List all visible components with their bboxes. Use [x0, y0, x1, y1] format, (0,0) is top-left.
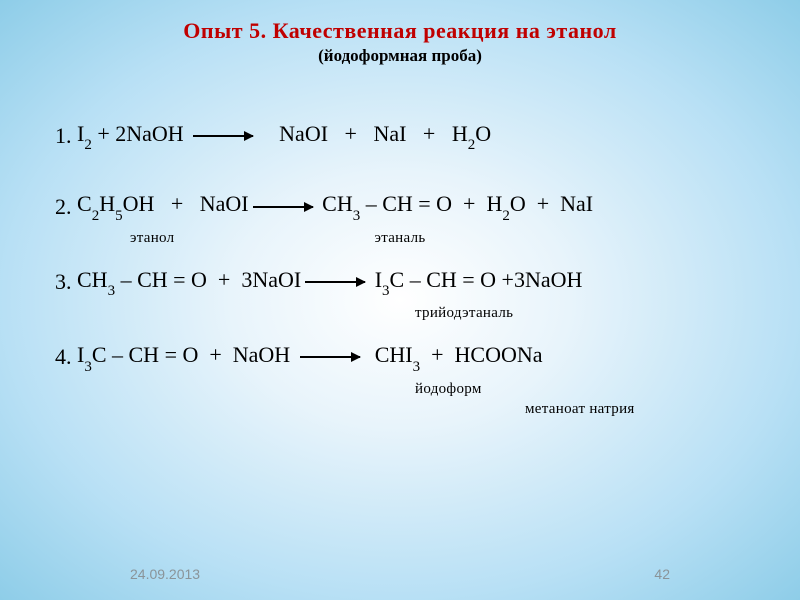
arrow-icon	[253, 206, 313, 208]
eq-number: 3.	[55, 269, 72, 295]
eq-number: 2.	[55, 194, 72, 220]
equations-list: 1. I2 + 2NaOH NaOI + NaI + H2O 2. C2H5OH…	[0, 66, 800, 418]
main-title: Опыт 5. Качественная реакция на этанол	[0, 18, 800, 44]
eq-right: NaOI + NaI + H2O	[257, 121, 491, 151]
equation-4: 4. I3C – CH = O + NaOH CHI3 + HCOONa	[55, 342, 800, 372]
annotation-row-3: трийодэтаналь	[55, 305, 800, 322]
eq-right: CH3 – CH = O + H2O + NaI	[317, 191, 594, 221]
subtitle: (йодоформная проба)	[0, 46, 800, 66]
arrow-icon	[300, 356, 360, 358]
annotation-iodoform: йодоформ	[415, 381, 482, 398]
annotation-row-4b: метаноат натрия	[55, 401, 800, 418]
eq-right: CHI3 + HCOONa	[364, 342, 543, 372]
footer-page: 42	[654, 566, 670, 582]
annotation-row-2: этанол этаналь	[55, 230, 800, 247]
eq-left: CH3 – CH = O + 3NaOI	[72, 267, 302, 297]
annotation-metanoat: метаноат натрия	[525, 401, 635, 418]
equation-1: 1. I2 + 2NaOH NaOI + NaI + H2O	[55, 121, 800, 151]
eq-number: 1.	[55, 123, 72, 149]
annotation-ethanol: этанол	[130, 230, 174, 247]
arrow-icon	[305, 281, 365, 283]
annotation-ethanal: этаналь	[374, 230, 425, 247]
eq-left: I3C – CH = O + NaOH	[72, 342, 296, 372]
title-section: Опыт 5. Качественная реакция на этанол (…	[0, 0, 800, 66]
annotation-triiodo: трийодэтаналь	[415, 305, 513, 322]
eq-left: C2H5OH + NaOI	[72, 191, 249, 221]
eq-number: 4.	[55, 344, 72, 370]
footer-date: 24.09.2013	[130, 566, 200, 582]
eq-left: I2 + 2NaOH	[72, 121, 190, 151]
equation-2: 2. C2H5OH + NaOI CH3 – CH = O + H2O + Na…	[55, 191, 800, 221]
arrow-icon	[193, 135, 253, 137]
annotation-row-4a: йодоформ	[55, 381, 800, 398]
footer: 24.09.2013 42	[0, 566, 800, 582]
equation-3: 3. CH3 – CH = O + 3NaOI I3C – CH = O +3N…	[55, 267, 800, 297]
eq-right: I3C – CH = O +3NaOH	[369, 267, 582, 297]
